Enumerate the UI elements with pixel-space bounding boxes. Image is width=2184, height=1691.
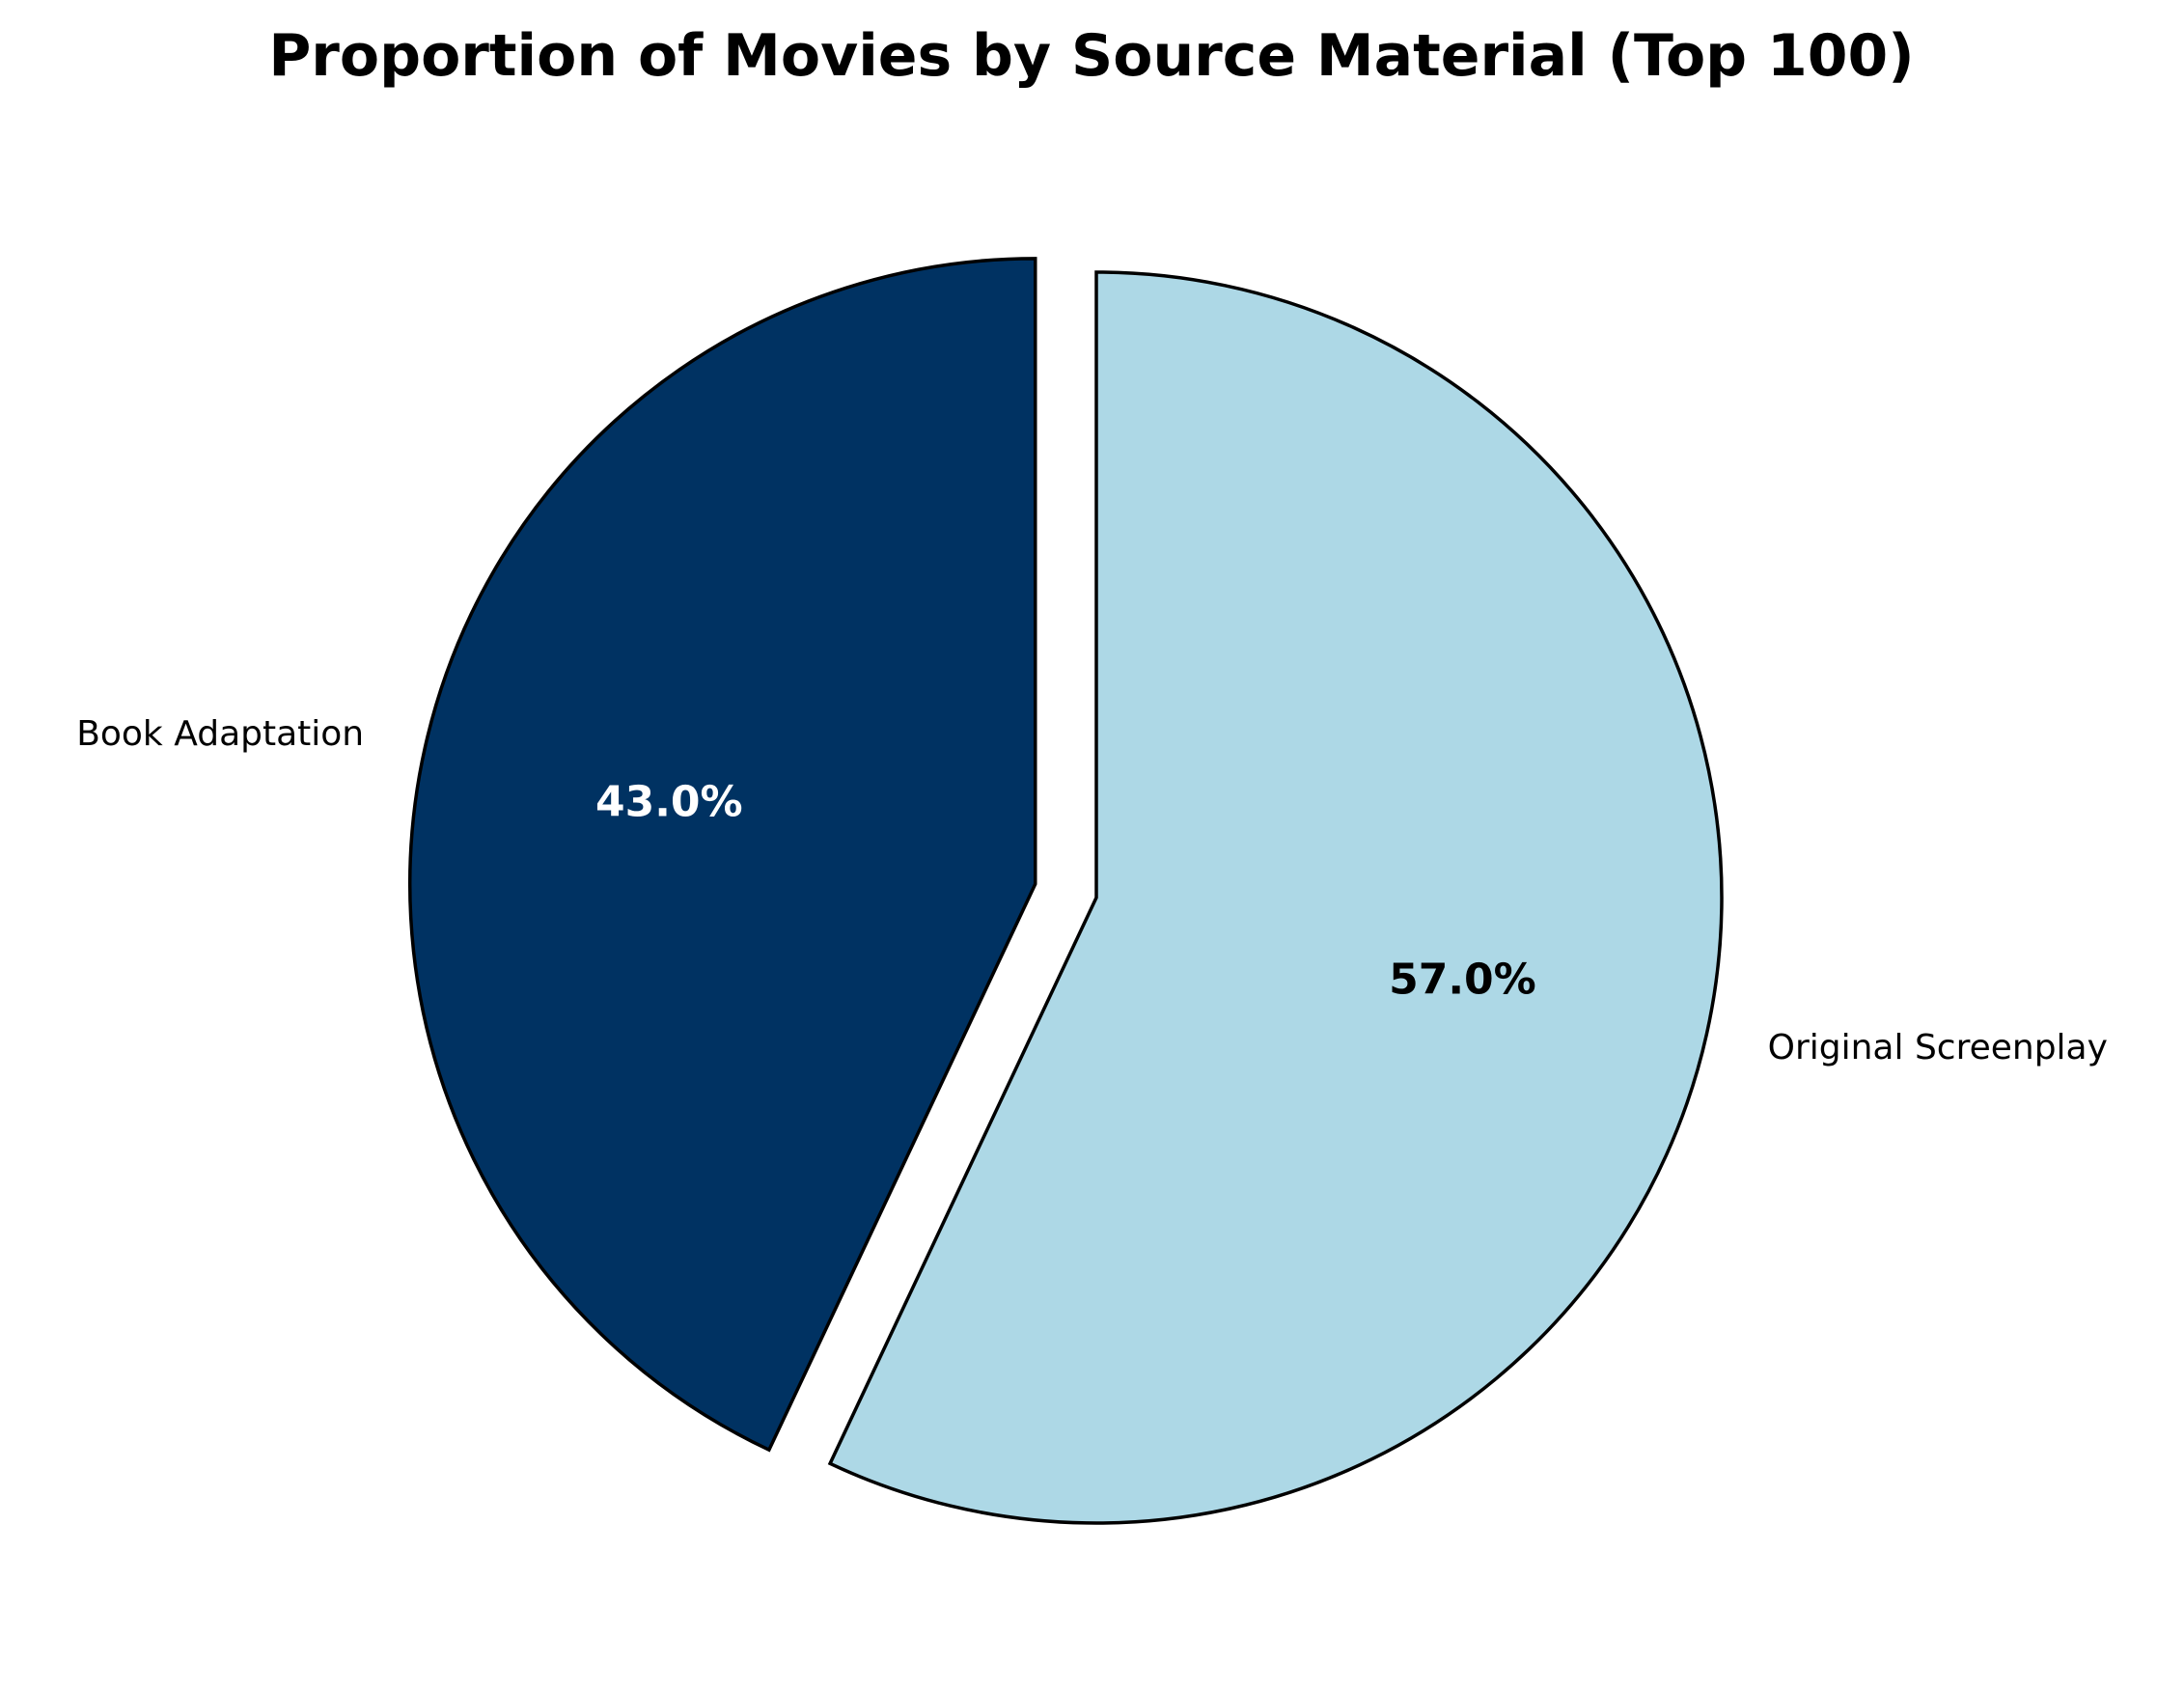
pie-slice-original-screenplay	[827, 270, 1724, 1525]
pie-slices	[408, 257, 1724, 1525]
pie-pct-label: 43.0%	[595, 778, 743, 827]
chart-title: Proportion of Movies by Source Material …	[268, 22, 1914, 90]
pie-pct-label: 57.0%	[1389, 955, 1536, 1004]
pie-category-label: Original Screenplay	[1768, 1028, 2108, 1067]
pie-labels: 57.0% Original Screenplay 43.0% Book Adapta…	[76, 714, 2108, 1067]
pie-category-label: Book Adaptation	[76, 714, 364, 754]
pie-slice-book-adaptation	[408, 257, 1037, 1453]
